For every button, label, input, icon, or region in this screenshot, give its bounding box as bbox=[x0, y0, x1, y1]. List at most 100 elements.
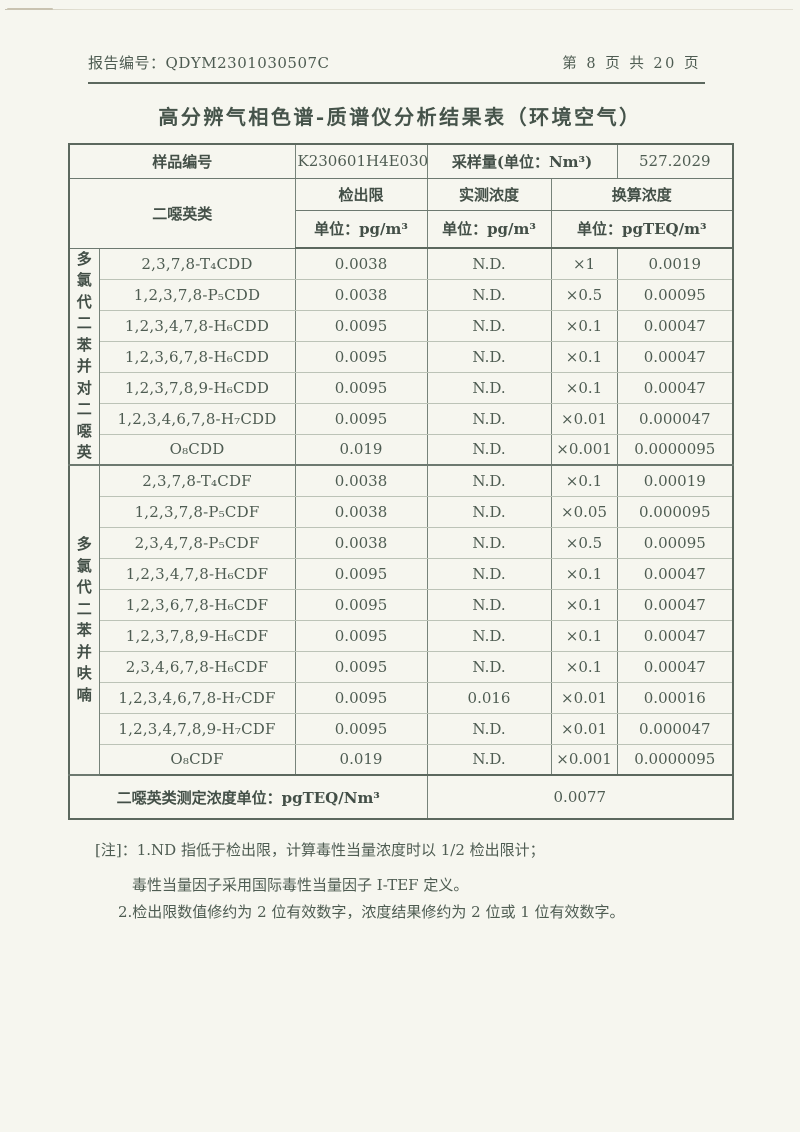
converted-value: 0.000047 bbox=[616, 712, 734, 745]
measured-value: N.D. bbox=[426, 619, 552, 652]
tef-factor: ×0.1 bbox=[550, 557, 618, 590]
table-row: 1,2,3,4,7,8-H₆CDF 0.0095 N.D. ×0.1 0.000… bbox=[69, 557, 734, 590]
detection-limit-value: 0.0095 bbox=[294, 650, 428, 683]
analyte-name: 2,3,4,7,8-P₅CDF bbox=[98, 526, 296, 559]
table-row: 1,2,3,4,7,8,9-H₇CDF 0.0095 N.D. ×0.01 0.… bbox=[69, 712, 734, 745]
report-number-value: QDYM2301030507C bbox=[165, 54, 330, 72]
analyte-class-header: 二噁英类 bbox=[68, 177, 296, 249]
converted-value: 0.00019 bbox=[616, 464, 734, 497]
tef-factor: ×0.001 bbox=[550, 743, 618, 776]
table-row: O₈CDD 0.019 N.D. ×0.001 0.0000095 bbox=[69, 433, 734, 466]
table-row: 2,3,4,6,7,8-H₆CDF 0.0095 N.D. ×0.1 0.000… bbox=[69, 650, 734, 683]
report-number: 报告编号：QDYM2301030507C bbox=[88, 52, 330, 73]
report-number-label: 报告编号： bbox=[88, 54, 166, 72]
analyte-name: 1,2,3,7,8-P₅CDD bbox=[98, 278, 296, 311]
analyte-name: O₈CDF bbox=[98, 743, 296, 776]
tef-factor: ×0.001 bbox=[550, 433, 618, 466]
table-row: 1,2,3,6,7,8-H₆CDF 0.0095 N.D. ×0.1 0.000… bbox=[69, 588, 734, 621]
analyte-name: 1,2,3,7,8-P₅CDF bbox=[98, 495, 296, 528]
converted-value: 0.00047 bbox=[616, 557, 734, 590]
document-title: 高分辨气相色谱-质谱仪分析结果表（环境空气） bbox=[158, 105, 642, 129]
table-row: 1,2,3,7,8-P₅CDF 0.0038 N.D. ×0.05 0.0000… bbox=[69, 495, 734, 528]
measured-value: N.D. bbox=[426, 495, 552, 528]
analyte-name: 1,2,3,6,7,8-H₆CDD bbox=[98, 340, 296, 373]
detection-limit-value: 0.0038 bbox=[294, 526, 428, 559]
converted-value: 0.00047 bbox=[616, 588, 734, 621]
converted-value: 0.00016 bbox=[616, 681, 734, 714]
detection-limit-value: 0.0095 bbox=[294, 619, 428, 652]
footnote-label: [注]： bbox=[95, 841, 137, 859]
analyte-name: 1,2,3,6,7,8-H₆CDF bbox=[98, 588, 296, 621]
tef-factor: ×0.5 bbox=[550, 526, 618, 559]
page-indicator: 第 8 页 共 20 页 bbox=[562, 56, 701, 72]
measured-value: N.D. bbox=[426, 557, 552, 590]
converted-value: 0.0000095 bbox=[616, 433, 734, 466]
analyte-name: 2,3,7,8-T₄CDF bbox=[98, 464, 296, 497]
analyte-name: 1,2,3,4,7,8-H₆CDF bbox=[98, 557, 296, 590]
sample-info-row: 样品编号 K230601H4E0301 采样量(单位：Nm³) 527.2029 bbox=[68, 143, 734, 179]
detection-limit-value: 0.0095 bbox=[294, 588, 428, 621]
analyte-name: 1,2,3,4,7,8-H₆CDD bbox=[98, 309, 296, 342]
tef-factor: ×0.1 bbox=[550, 371, 618, 404]
table-row: 1,2,3,7,8-P₅CDD 0.0038 N.D. ×0.5 0.00095 bbox=[69, 278, 734, 311]
tef-factor: ×0.01 bbox=[550, 681, 618, 714]
footnote-line: 2.检出限数值修约为 2 位有效数字，浓度结果修约为 2 位或 1 位有效数字。 bbox=[118, 903, 625, 921]
measured-value: N.D. bbox=[426, 743, 552, 776]
analyte-name: 2,3,4,6,7,8-H₆CDF bbox=[98, 650, 296, 683]
detection-limit-value: 0.0095 bbox=[294, 402, 428, 435]
tef-factor: ×0.1 bbox=[550, 340, 618, 373]
analyte-name: 1,2,3,4,7,8,9-H₇CDF bbox=[98, 712, 296, 745]
converted-value: 0.000047 bbox=[616, 402, 734, 435]
converted-value: 0.00095 bbox=[616, 278, 734, 311]
column-header-row: 二噁英类 检出限 实测浓度 换算浓度 bbox=[68, 177, 734, 249]
measured-value: N.D. bbox=[426, 278, 552, 311]
total-label: 二噁英类测定浓度单位：pgTEQ/Nm³ bbox=[68, 774, 428, 819]
detection-limit-value: 0.019 bbox=[294, 743, 428, 776]
converted-value: 0.00095 bbox=[616, 526, 734, 559]
sample-id-label: 样品编号 bbox=[68, 143, 296, 179]
table-row: 1,2,3,7,8,9-H₆CDF 0.0095 N.D. ×0.1 0.000… bbox=[69, 619, 734, 652]
footnote-text: 1.ND 指低于检出限，计算毒性当量浓度时以 1/2 检出限计； bbox=[136, 841, 545, 859]
tef-factor: ×0.1 bbox=[550, 650, 618, 683]
tef-factor: ×0.1 bbox=[550, 309, 618, 342]
detection-limit-value: 0.0095 bbox=[294, 712, 428, 745]
analysis-results-table: 样品编号 K230601H4E0301 采样量(单位：Nm³) 527.2029… bbox=[68, 143, 735, 820]
measured-value: N.D. bbox=[426, 433, 552, 466]
detection-limit-value: 0.0038 bbox=[294, 278, 428, 311]
tef-factor: ×0.5 bbox=[550, 278, 618, 311]
table-row: 多氯代二苯并呋喃 2,3,7,8-T₄CDF 0.0038 N.D. ×0.1 … bbox=[68, 464, 734, 776]
converted-value: 0.00047 bbox=[616, 309, 734, 342]
tef-factor: ×0.01 bbox=[550, 402, 618, 435]
converted-value: 0.000095 bbox=[616, 495, 734, 528]
sample-id-value: K230601H4E0301 bbox=[294, 143, 428, 179]
converted-value: 0.0000095 bbox=[616, 743, 734, 776]
scan-artifact-mark bbox=[7, 8, 53, 10]
measured-value: N.D. bbox=[426, 247, 552, 280]
tef-factor: ×0.1 bbox=[550, 588, 618, 621]
measured-value: N.D. bbox=[426, 309, 552, 342]
converted-header: 换算浓度 bbox=[550, 177, 734, 211]
page-header: 报告编号：QDYM2301030507C 第 8 页 共 20 页 bbox=[88, 52, 705, 84]
total-value: 0.0077 bbox=[426, 774, 734, 819]
sample-volume-value: 527.2029 bbox=[616, 143, 734, 179]
detection-limit-value: 0.0038 bbox=[294, 495, 428, 528]
measured-value: N.D. bbox=[426, 526, 552, 559]
tef-factor: ×0.1 bbox=[550, 619, 618, 652]
measured-header: 实测浓度 bbox=[426, 177, 552, 211]
table-row: 1,2,3,4,6,7,8-H₇CDF 0.0095 0.016 ×0.01 0… bbox=[69, 681, 734, 714]
table-row: 1,2,3,4,7,8-H₆CDD 0.0095 N.D. ×0.1 0.000… bbox=[69, 309, 734, 342]
detection-limit-value: 0.0095 bbox=[294, 309, 428, 342]
converted-value: 0.00047 bbox=[616, 340, 734, 373]
measured-value: N.D. bbox=[426, 402, 552, 435]
converted-value: 0.00047 bbox=[616, 619, 734, 652]
detection-limit-header: 检出限 bbox=[294, 177, 428, 211]
tef-factor: ×0.1 bbox=[550, 464, 618, 497]
converted-value: 0.0019 bbox=[616, 247, 734, 280]
table-row: 1,2,3,6,7,8-H₆CDD 0.0095 N.D. ×0.1 0.000… bbox=[69, 340, 734, 373]
table-row: 2,3,4,7,8-P₅CDF 0.0038 N.D. ×0.5 0.00095 bbox=[69, 526, 734, 559]
analyte-name: O₈CDD bbox=[98, 433, 296, 466]
analyte-name: 1,2,3,4,6,7,8-H₇CDF bbox=[98, 681, 296, 714]
detection-limit-value: 0.0038 bbox=[294, 247, 428, 280]
footnote-line: 毒性当量因子采用国际毒性当量因子 I-TEF 定义。 bbox=[132, 876, 469, 894]
